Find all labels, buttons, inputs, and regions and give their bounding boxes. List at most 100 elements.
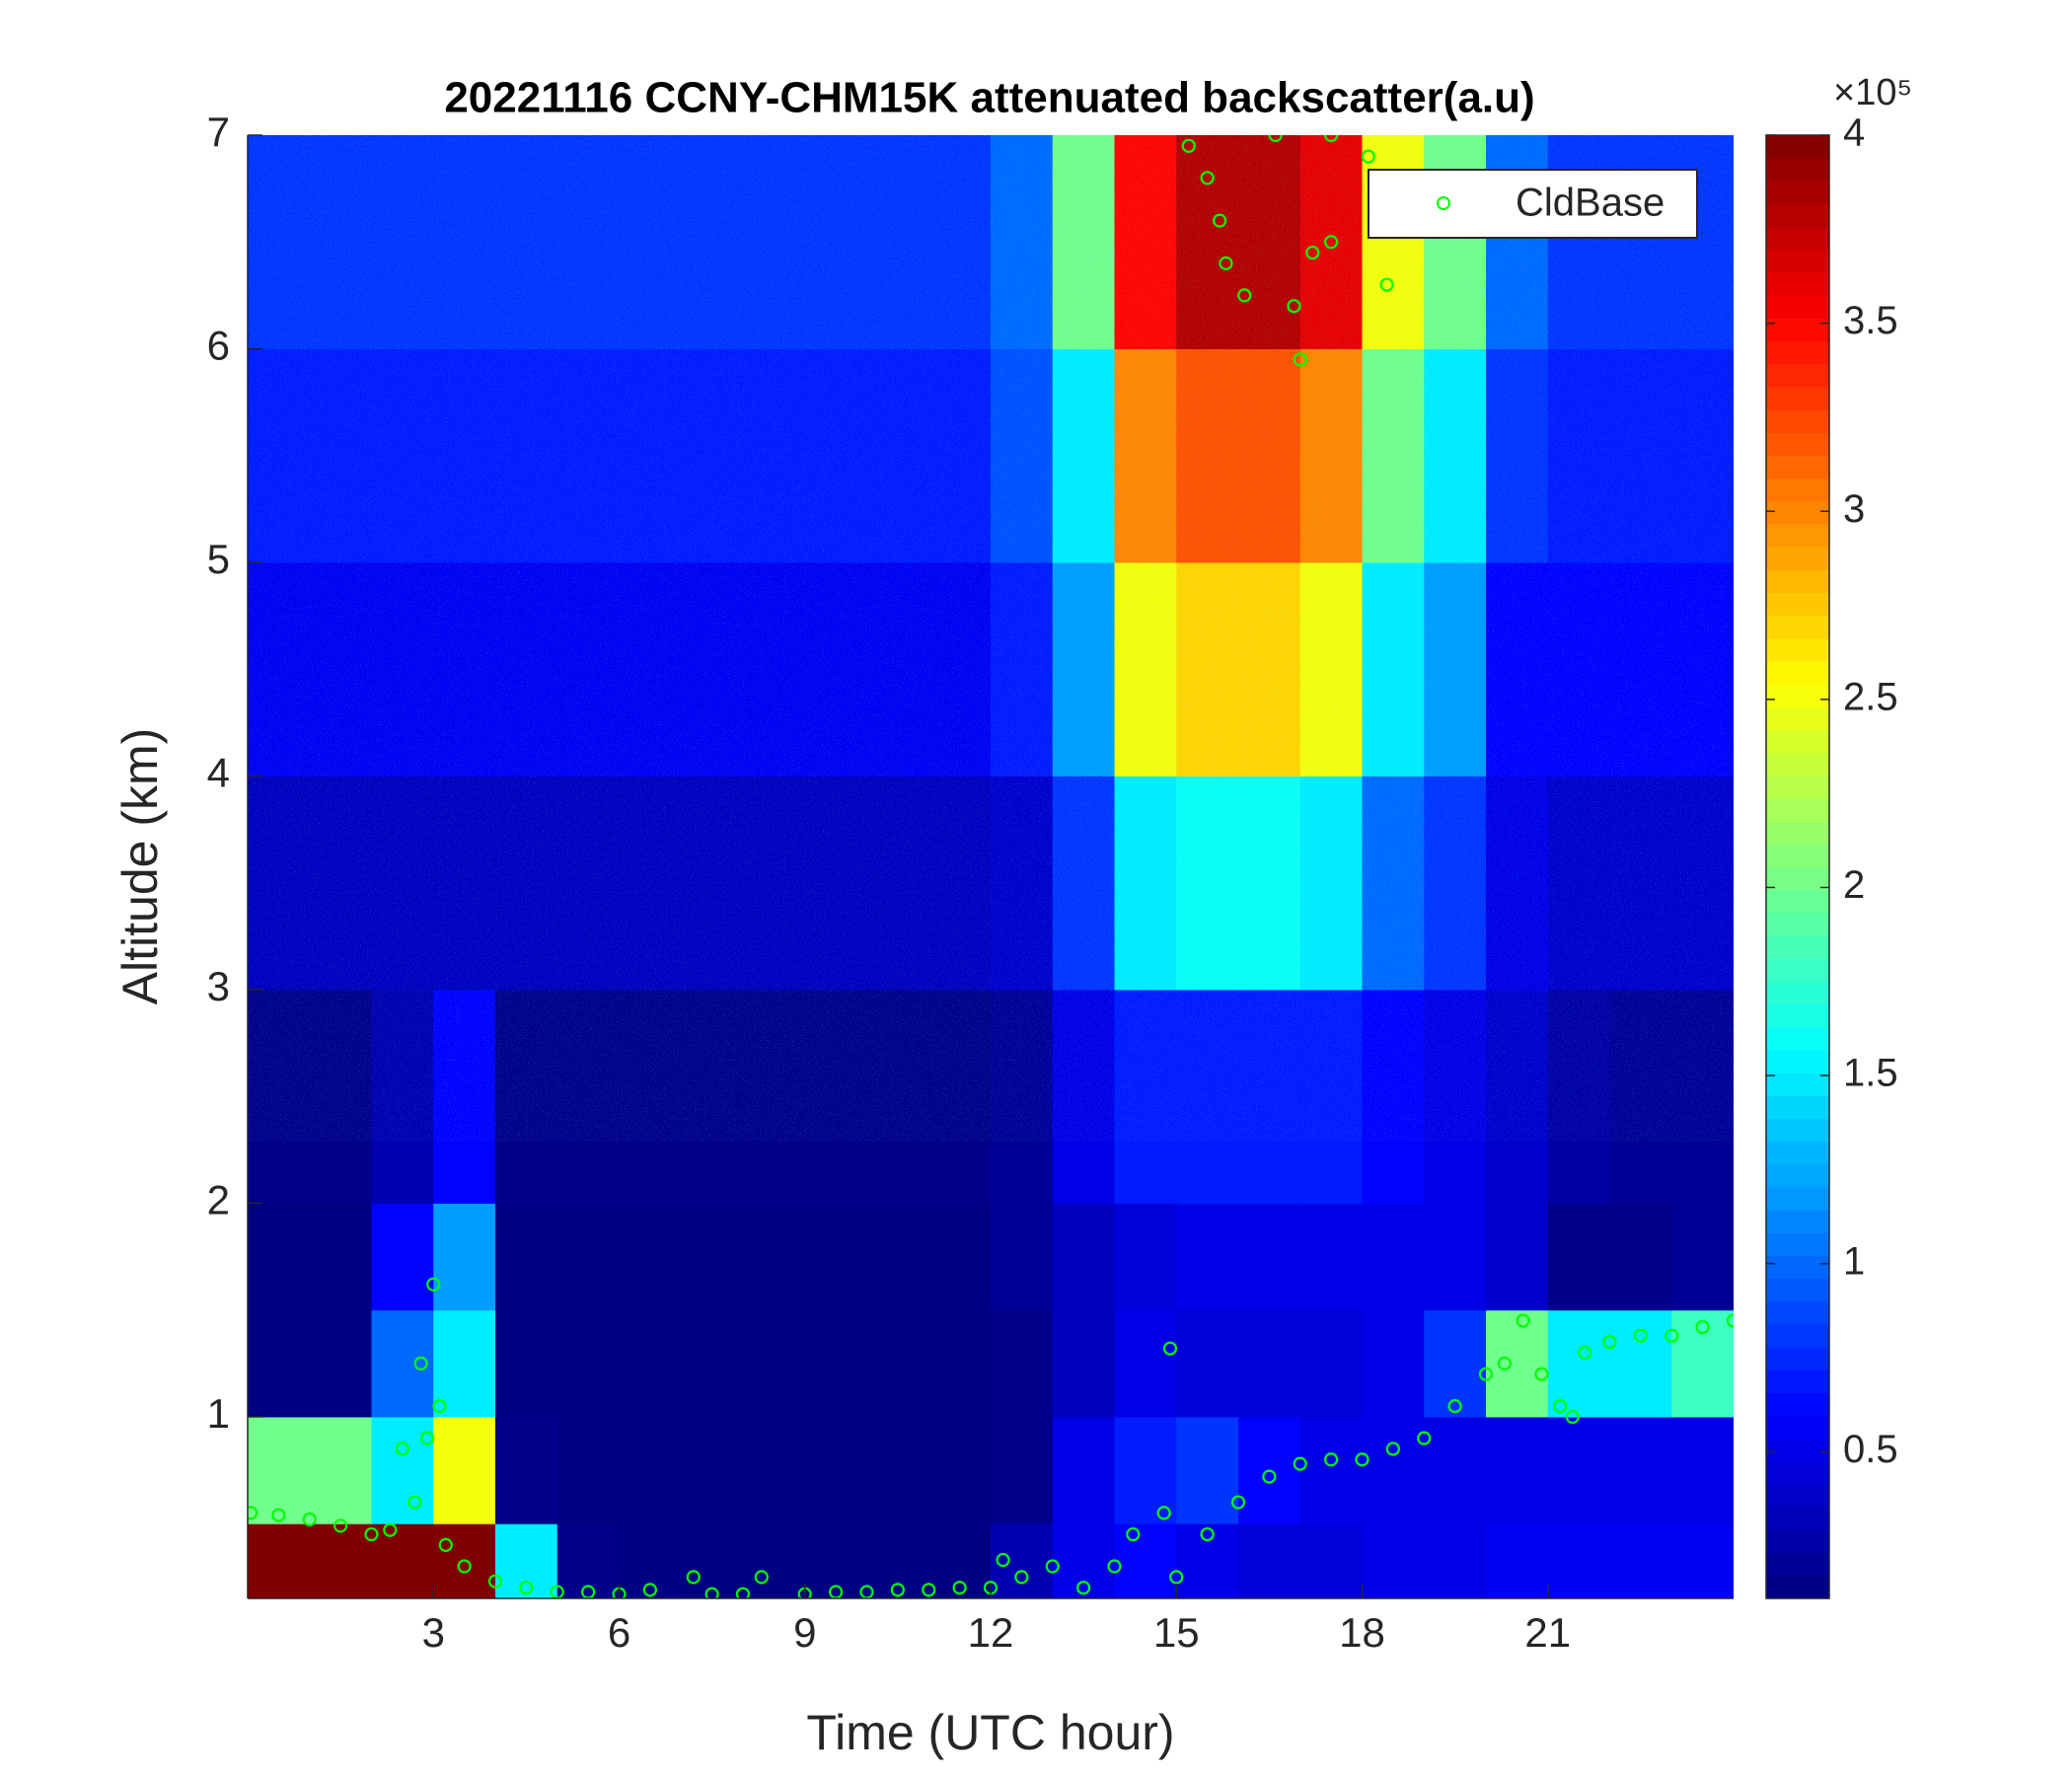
heatmap-cell (619, 1416, 682, 1524)
cloud-base-point (1361, 149, 1375, 164)
cloud-base-point (1262, 1469, 1277, 1484)
heatmap-cell (928, 1416, 992, 1524)
colorbar-swatch (1766, 158, 1829, 182)
heatmap-cell (495, 1309, 558, 1418)
colorbar-swatch (1766, 432, 1829, 457)
cloud-base-point (1014, 1570, 1029, 1585)
heatmap-cell (309, 1309, 372, 1418)
colorbar-swatch (1766, 295, 1829, 319)
cloud-base-point (1534, 1367, 1549, 1381)
colorbar-swatch (1766, 706, 1829, 731)
heatmap-cell (495, 1523, 558, 1598)
colorbar-swatch (1766, 844, 1829, 868)
cloud-base-point (1355, 1452, 1369, 1467)
colorbar-swatch (1766, 547, 1829, 570)
colorbar-swatch (1766, 1186, 1829, 1211)
colorbar-swatch (1766, 958, 1829, 982)
x-tick-label: 15 (1153, 1609, 1200, 1656)
heatmap-cell (866, 1523, 929, 1598)
colorbar-swatch (1766, 821, 1829, 845)
y-tick-label: 7 (207, 109, 230, 155)
colorbar-tick-label: 1 (1843, 1239, 1865, 1283)
colorbar-swatch (1766, 1278, 1829, 1302)
colorbar-swatch (1766, 981, 1829, 1005)
colorbar-swatch (1766, 729, 1829, 754)
cloud-base-point (1324, 235, 1339, 250)
colorbar-swatch (1766, 409, 1829, 433)
cloud-base-point (487, 1574, 503, 1589)
x-tick-label: 12 (968, 1609, 1014, 1656)
colorbar-swatch (1766, 203, 1829, 228)
cloud-base-point (395, 1442, 409, 1456)
heatmap-cell (1299, 1203, 1363, 1311)
colorbar-swatch (1766, 1049, 1829, 1073)
cloud-base-point (704, 1587, 719, 1598)
heatmap-cell (1547, 1416, 1610, 1524)
x-tick-label: 18 (1339, 1609, 1385, 1656)
colorbar-tick-label: 0.5 (1843, 1428, 1898, 1471)
heatmap-cell (1114, 1309, 1177, 1418)
cloud-base-point (457, 1559, 472, 1574)
colorbar-tick-label: 3 (1843, 487, 1865, 531)
cloud-base-point (438, 1537, 453, 1552)
cloud-base-point (1379, 277, 1394, 292)
heatmap-cell (991, 1523, 1054, 1598)
heatmap-cell (681, 1309, 744, 1418)
heatmap-cell (1486, 1523, 1549, 1598)
cloud-base-point (1305, 245, 1320, 260)
colorbar-swatch (1766, 1369, 1829, 1394)
heatmap-cell (433, 1309, 496, 1418)
heatmap-cell (1299, 1416, 1363, 1524)
y-tick-label: 4 (207, 750, 230, 796)
y-tick-label: 6 (207, 323, 230, 369)
heatmap-cell (1052, 1309, 1115, 1418)
heatmap-cell (1176, 1309, 1239, 1418)
heatmap-cell (248, 1309, 311, 1418)
heatmap-cell (1114, 1416, 1177, 1524)
colorbar-swatch (1766, 1210, 1829, 1233)
heatmap-cell (1609, 1309, 1672, 1418)
heatmap-cell (248, 1416, 311, 1524)
heatmap-cell (991, 1309, 1054, 1418)
colorbar-swatch (1766, 318, 1829, 342)
colorbar-swatch (1766, 1026, 1829, 1051)
cloud-base-point (1565, 1409, 1580, 1425)
heatmap-cell (743, 1309, 806, 1418)
heatmap-cell (371, 1523, 434, 1598)
heatmap-cell (928, 1203, 992, 1311)
cloud-base-point (364, 1526, 379, 1542)
legend-label: CldBase (1516, 182, 1665, 225)
cloud-base-point (1126, 1526, 1141, 1542)
heatmap-cell (495, 1203, 558, 1311)
cloud-base-point (302, 1512, 317, 1526)
colorbar-swatch (1766, 1438, 1829, 1462)
heatmap-cell (743, 1416, 806, 1524)
heatmap-cell (1671, 1523, 1734, 1598)
y-tick-label: 2 (207, 1177, 230, 1223)
cloud-base-point (1162, 1341, 1178, 1356)
heatmap-cell (1362, 1309, 1425, 1418)
heatmap-cell (1299, 1309, 1363, 1418)
heatmap-cell (1238, 1203, 1301, 1311)
cloud-base-point (1219, 256, 1233, 270)
cloud-base-point (1213, 213, 1227, 228)
colorbar-swatch (1766, 386, 1829, 410)
colorbar-swatch (1766, 775, 1829, 799)
cloud-base-point (1385, 1442, 1400, 1456)
cloud-base-point (383, 1522, 398, 1537)
heatmap-cell (619, 1523, 682, 1598)
cloud-base-point (248, 1506, 259, 1520)
cloud-base-point (1293, 352, 1307, 367)
colorbar-swatch (1766, 1300, 1829, 1325)
legend: CldBase (1368, 169, 1698, 239)
chart-title: 20221116 CCNY-CHM15K attenuated backscat… (444, 74, 1534, 122)
colorbar-swatch (1766, 1484, 1829, 1508)
heatmap-cell (991, 1203, 1054, 1311)
colorbar-swatch (1766, 455, 1829, 480)
colorbar-swatch (1766, 1575, 1829, 1599)
heatmap-cell (309, 1203, 372, 1311)
texture (248, 135, 1734, 1142)
colorbar-swatch (1766, 592, 1829, 617)
